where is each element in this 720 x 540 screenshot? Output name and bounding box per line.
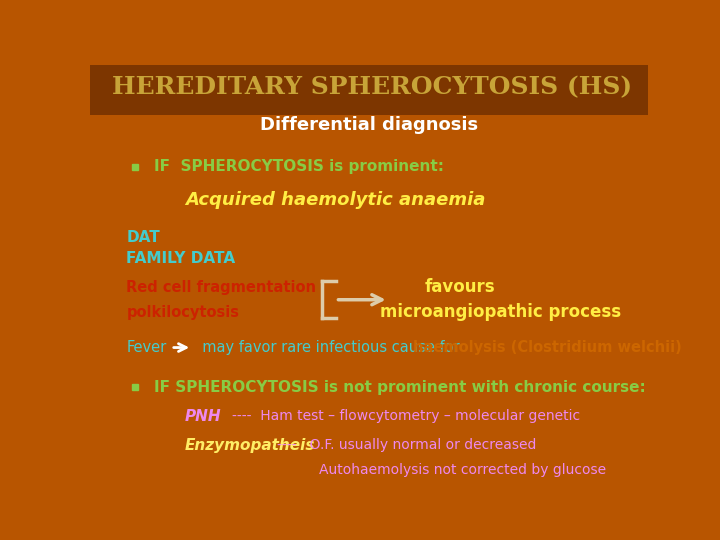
Text: Autohaemolysis not corrected by glucose: Autohaemolysis not corrected by glucose [319,463,606,477]
Text: Enzymopatheis: Enzymopatheis [185,438,315,453]
Text: ----  Ham test – flowcytometry – molecular genetic: ---- Ham test – flowcytometry – molecula… [233,409,580,423]
Bar [90,65,648,114]
Text: FAMILY DATA: FAMILY DATA [126,251,235,266]
Text: microangiopathic process: microangiopathic process [380,303,621,321]
Text: Differential diagnosis: Differential diagnosis [260,116,478,134]
Text: ----   O.F. usually normal or decreased: ---- O.F. usually normal or decreased [277,438,536,453]
Text: haemolysis (Clostridium welchii): haemolysis (Clostridium welchii) [413,340,681,355]
Text: IF  SPHEROCYTOSIS is prominent:: IF SPHEROCYTOSIS is prominent: [154,159,444,174]
Text: Fever: Fever [126,340,166,355]
Text: HEREDITARY SPHEROCYTOSIS (HS): HEREDITARY SPHEROCYTOSIS (HS) [112,76,632,100]
Text: favours: favours [425,278,495,296]
Text: Red cell fragmentation: Red cell fragmentation [126,280,316,295]
Text: may favor rare infectious cause for: may favor rare infectious cause for [193,340,464,355]
Text: IF SPHEROCYTOSIS is not prominent with chronic course:: IF SPHEROCYTOSIS is not prominent with c… [154,380,646,395]
Text: polkilocytosis: polkilocytosis [126,305,239,320]
Text: PNH: PNH [185,409,222,424]
Text: DAT: DAT [126,230,160,245]
Text: Acquired haemolytic anaemia: Acquired haemolytic anaemia [185,191,485,209]
